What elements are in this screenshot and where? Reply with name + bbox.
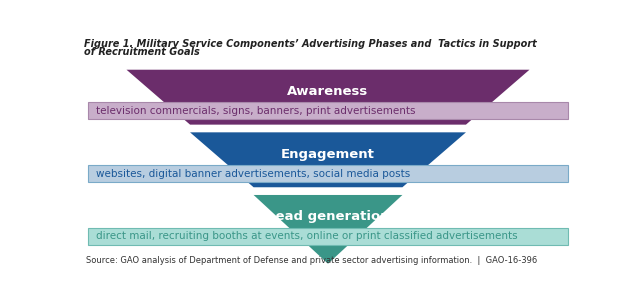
Text: direct mail, recruiting booths at events, online or print classified advertiseme: direct mail, recruiting booths at events… [95, 231, 517, 241]
Text: of Recruitment Goals: of Recruitment Goals [84, 47, 200, 57]
FancyBboxPatch shape [88, 102, 568, 119]
Text: Lead generation: Lead generation [267, 210, 389, 224]
Text: Awareness: Awareness [287, 85, 369, 98]
Polygon shape [253, 195, 403, 264]
Text: Source: GAO analysis of Department of Defense and private sector advertising inf: Source: GAO analysis of Department of De… [86, 256, 538, 265]
Text: Figure 1. Military Service Components’ Advertising Phases and  Tactics in Suppor: Figure 1. Military Service Components’ A… [84, 39, 536, 49]
Text: Engagement: Engagement [281, 148, 375, 161]
Polygon shape [127, 70, 529, 125]
FancyBboxPatch shape [88, 228, 568, 245]
Text: websites, digital banner advertisements, social media posts: websites, digital banner advertisements,… [95, 169, 410, 178]
Text: television commercials, signs, banners, print advertisements: television commercials, signs, banners, … [95, 106, 415, 116]
FancyBboxPatch shape [88, 165, 568, 182]
Polygon shape [190, 132, 466, 187]
